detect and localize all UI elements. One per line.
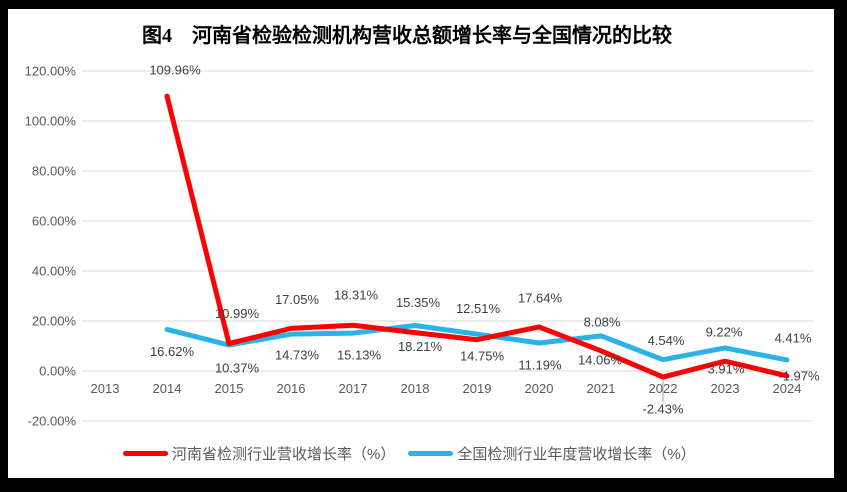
data-label-national: 4.41%	[775, 330, 812, 345]
data-label-national: 15.13%	[337, 348, 382, 363]
data-label-national: 14.73%	[275, 348, 320, 363]
x-axis-label: 2021	[587, 381, 616, 396]
y-axis-tick-label: 20.00%	[32, 314, 77, 329]
chart-title: 图4 河南省检验检测机构营收总额增长率与全国情况的比较	[142, 25, 672, 47]
y-axis-tick-label: -20.00%	[28, 414, 77, 429]
x-axis-label: 2019	[463, 381, 492, 396]
x-axis-label: 2020	[525, 381, 554, 396]
x-axis-label: 2015	[215, 381, 244, 396]
data-label-national: 11.19%	[518, 358, 562, 373]
data-label-henan: 18.31%	[334, 288, 379, 303]
legend-label-national: 全国检测行业年度营收增长率（%）	[457, 445, 696, 463]
legend-swatch-henan	[123, 450, 168, 456]
data-label-henan: -2.43%	[642, 402, 684, 417]
data-label-henan: 17.64%	[518, 290, 563, 305]
x-axis-label: 2016	[277, 381, 306, 396]
x-axis-label: 2024	[773, 381, 802, 396]
data-label-national: 16.62%	[150, 344, 195, 359]
x-axis-label: 2017	[339, 381, 368, 396]
x-axis-label: 2013	[91, 381, 120, 396]
y-axis-tick-label: 40.00%	[32, 264, 77, 279]
legend-label-henan: 河南省检测行业营收增长率（%）	[172, 445, 396, 463]
data-label-henan: 10.99%	[215, 306, 260, 321]
data-label-henan: 109.96%	[149, 63, 201, 78]
frame-border-left	[0, 0, 8, 492]
legend-swatch-national	[408, 450, 454, 456]
data-label-national: 10.37%	[215, 361, 260, 376]
x-axis-label: 2023	[711, 381, 740, 396]
data-label-national: 18.21%	[398, 339, 443, 354]
data-label-henan: 3.91%	[708, 362, 745, 377]
data-label-national: 14.06%	[578, 352, 623, 367]
data-label-henan: 8.08%	[584, 314, 621, 329]
x-axis-label: 2014	[153, 381, 182, 396]
series-line-henan	[164, 93, 790, 380]
data-label-henan: 12.51%	[456, 301, 501, 316]
data-label-national: 9.22%	[706, 324, 743, 339]
data-label-henan: 15.35%	[396, 295, 441, 310]
frame-border-bottom	[0, 478, 847, 492]
y-axis-tick-label: 0.00%	[39, 364, 76, 379]
frame-border-top	[0, 0, 847, 9]
y-axis-tick-label: 80.00%	[32, 164, 77, 179]
series-line-national	[164, 322, 790, 363]
data-label-national: 14.75%	[460, 349, 505, 364]
data-label-henan: -1.97%	[778, 368, 820, 383]
data-label-henan: 17.05%	[275, 292, 320, 307]
data-label-national: 4.54%	[648, 333, 685, 348]
y-axis-tick-label: 120.00%	[25, 64, 77, 79]
legend: 河南省检测行业营收增长率（%） 全国检测行业年度营收增长率（%）	[123, 445, 696, 463]
y-axis-tick-label: 60.00%	[32, 214, 77, 229]
x-axis-label: 2018	[401, 381, 430, 396]
y-axis-tick-label: 100.00%	[25, 114, 77, 129]
frame-border-right	[834, 0, 847, 492]
